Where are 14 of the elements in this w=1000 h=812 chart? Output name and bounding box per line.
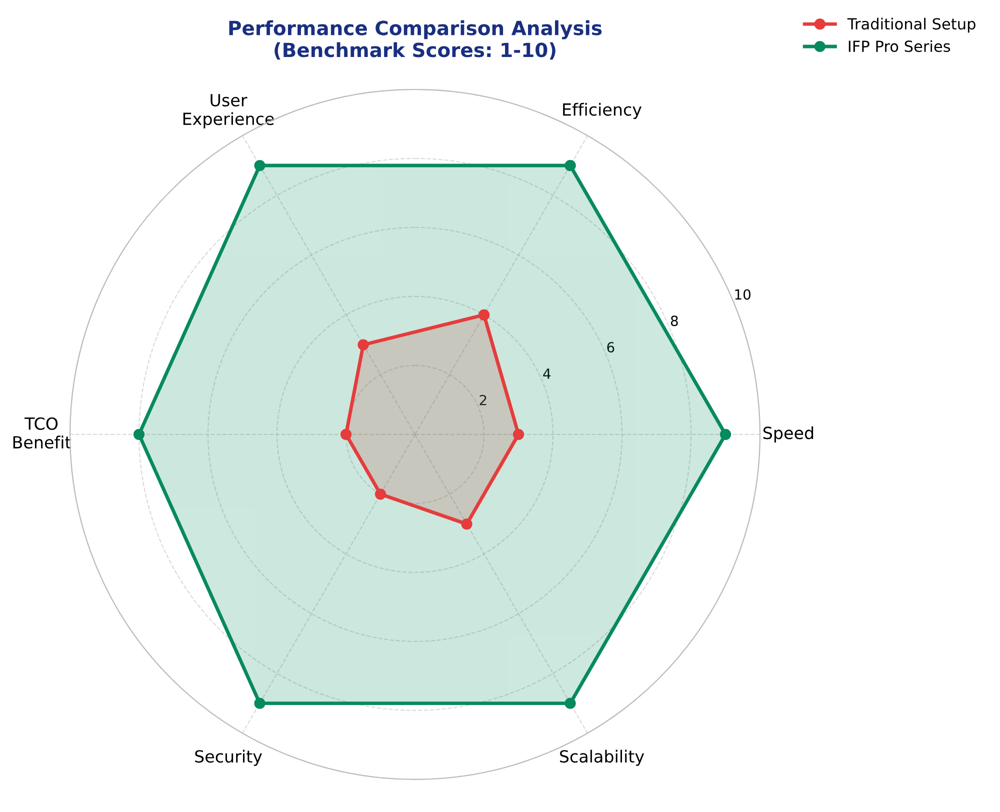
y-tick-label: 6 (607, 342, 614, 353)
y-tick-label: 10 (735, 289, 750, 300)
spoke-label: Security (195, 750, 262, 766)
text: Performance Comparison Analysis (Benchmark Scores: 1-10) (229, 20, 602, 60)
y-tick-label: 8 (670, 316, 678, 326)
legend-label: IFP Pro Series (848, 40, 950, 52)
spoke-label: Efficiency (563, 102, 642, 120)
spoke-label: TCO Benefit (13, 417, 71, 449)
legend-label: Traditional Setup (847, 18, 976, 33)
spoke-label: User Experience (183, 94, 274, 128)
spoke-label: Speed (763, 426, 814, 442)
y-tick-label: 2 (480, 394, 486, 406)
spoke-label: Scalability (560, 750, 644, 766)
y-tick-label: 4 (543, 368, 551, 379)
